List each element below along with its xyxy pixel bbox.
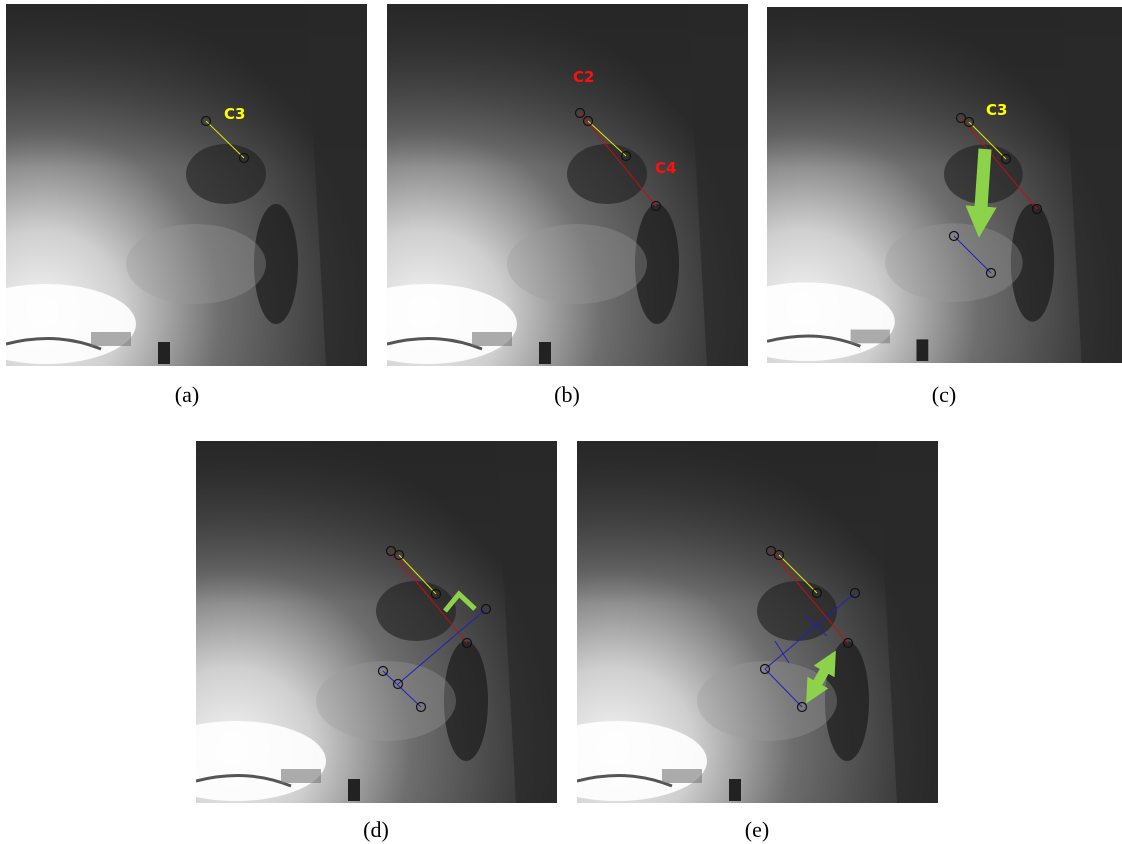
panel: C3 [718,7,1122,363]
figure: C3 (a) C2 C4 (b) C3 (c) (d) [0,0,1122,844]
vertebra-label: C4 [655,159,676,177]
vertebra-label: C3 [986,101,1007,119]
panel [146,441,557,803]
vertebra-label: C3 [224,105,245,123]
caption: (c) [932,382,956,407]
caption: (e) [745,817,769,842]
panel: C3 [0,4,367,366]
panel: C2 C4 [337,4,748,366]
vertebra-label: C2 [573,68,594,86]
caption: (a) [175,382,199,407]
panel [527,441,938,803]
caption: (b) [554,382,580,407]
caption: (d) [363,817,389,842]
